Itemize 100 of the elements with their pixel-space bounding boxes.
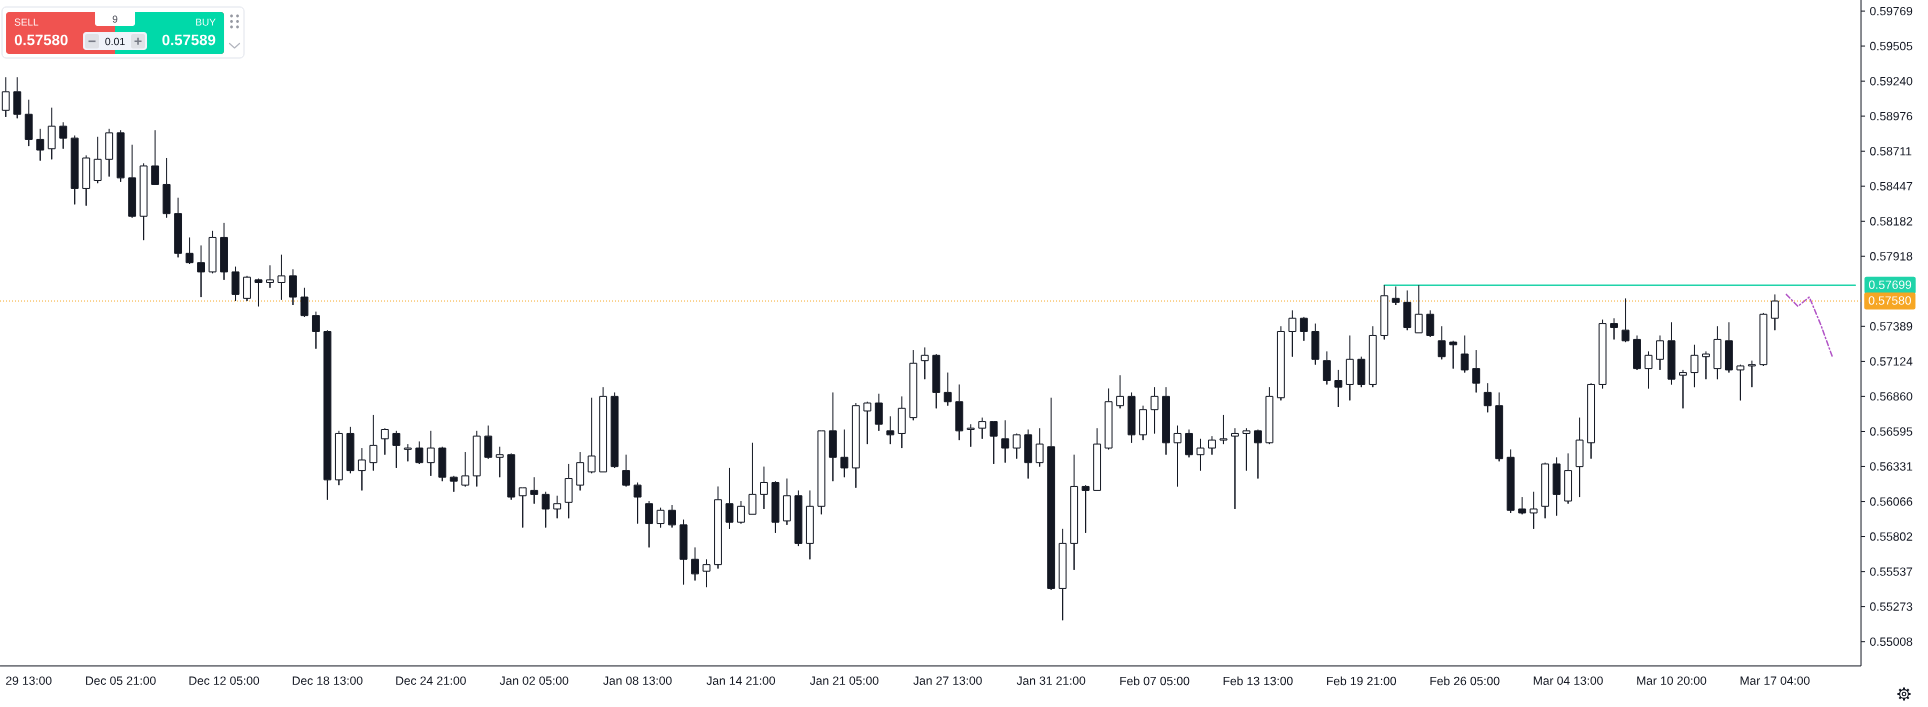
candlestick: [1024, 429, 1033, 480]
candlestick: [1104, 387, 1113, 450]
x-tick-label: Jan 31 21:00: [1016, 676, 1086, 685]
candlestick: [162, 157, 171, 219]
candlestick: [874, 393, 883, 432]
y-tick-label: 0.55537: [1870, 567, 1913, 576]
candlestick: [897, 395, 906, 449]
candlestick: [1150, 386, 1159, 434]
data-label: 0.57699: [1868, 280, 1912, 289]
annotation: 0.57580: [14, 34, 68, 46]
x-tick-label: Jan 27 13:00: [913, 676, 982, 685]
candlestick: [495, 446, 504, 478]
candlestick: [1495, 391, 1504, 462]
x-tick-label: Feb 13 13:00: [1223, 676, 1293, 686]
candlestick: [1759, 312, 1768, 367]
candlestick: [1093, 427, 1102, 491]
candlestick: [920, 346, 929, 380]
candlestick: [1690, 344, 1699, 388]
candlestick: [403, 443, 412, 462]
candlestick: [449, 475, 458, 493]
candlestick: [656, 507, 665, 529]
y-tick-label: 0.55008: [1870, 637, 1913, 646]
candlestick: [668, 504, 676, 529]
candlestick: [1426, 309, 1435, 338]
candlestick: [1231, 427, 1239, 510]
x-tick-label: Feb 19 21:00: [1327, 676, 1397, 686]
x-tick-label: Jan 02 05:00: [499, 676, 569, 685]
y-tick-label: 0.56595: [1870, 427, 1913, 436]
candlestick: [59, 121, 68, 150]
candlestick: [1242, 427, 1251, 472]
candlestick: [725, 467, 734, 530]
candlestick: [1610, 317, 1618, 340]
candlestick: [610, 391, 619, 469]
candlestick: [507, 452, 516, 501]
candlestick: [1219, 414, 1228, 445]
candlestick: [311, 311, 320, 350]
candlestick: [47, 107, 56, 160]
candlestick: [24, 99, 33, 147]
candlestick: [1633, 334, 1641, 371]
candlestick: [1552, 456, 1561, 517]
candlestick: [93, 136, 102, 184]
y-tick-label: 0.57389: [1870, 322, 1913, 331]
candlestick: [541, 491, 550, 529]
candlestick: [943, 372, 952, 407]
candlestick: [1747, 360, 1756, 388]
candlestick: [1047, 397, 1056, 591]
candlestick: [1368, 325, 1377, 388]
x-tick-label: Jan 08 13:00: [603, 676, 672, 685]
candlestick: [1173, 425, 1182, 487]
x-tick-label: Dec 12 05:00: [189, 676, 260, 685]
candlestick: [1529, 491, 1538, 530]
candlestick: [289, 268, 297, 306]
candlestick: [782, 478, 791, 526]
candlestick: [1598, 319, 1607, 389]
y-tick-label: 0.58182: [1870, 217, 1913, 226]
candlestick: [334, 430, 343, 486]
candlestick: [380, 427, 389, 456]
candlestick: [438, 446, 447, 482]
candlestick: [645, 500, 654, 548]
candlestick: [932, 353, 941, 409]
candlestick: [1276, 325, 1285, 401]
candlestick: [679, 519, 688, 585]
candlestick: [1196, 438, 1205, 472]
candlestick: [116, 129, 125, 183]
candlestick: [1506, 448, 1515, 514]
x-tick-label: 29 13:00: [6, 676, 52, 685]
candlestick: [691, 546, 699, 581]
candlestick: [1334, 369, 1343, 408]
candlestick: [1702, 350, 1710, 380]
candlestick: [174, 197, 183, 258]
candlestick: [1001, 419, 1010, 464]
candlestick: [1518, 496, 1527, 515]
candlestick: [840, 429, 849, 478]
candlestick: [151, 129, 160, 185]
candlestick: [1621, 297, 1630, 343]
candlestick: [472, 430, 481, 487]
candlestick: [1322, 350, 1331, 385]
y-tick-label: 0.55802: [1870, 532, 1913, 541]
candlestick: [208, 230, 217, 274]
candlestick: [1070, 454, 1079, 571]
candlestick: [1736, 364, 1745, 401]
x-tick-label: Feb 07 05:00: [1120, 676, 1190, 686]
candlestick: [1265, 386, 1274, 445]
candlestick: [369, 414, 378, 472]
annotation: SELL: [14, 18, 39, 26]
candlestick: [1208, 435, 1216, 456]
candlestick: [1081, 484, 1090, 534]
y-tick-label: 0.59769: [1870, 6, 1913, 16]
candlestick: [530, 476, 539, 505]
candlestick: [231, 266, 240, 302]
candlestick: [828, 391, 837, 482]
candlestick: [1299, 316, 1308, 342]
candlestick: [323, 329, 332, 501]
candlestick: [1656, 334, 1664, 371]
candlestick: [1472, 349, 1481, 393]
candlestick: [461, 451, 470, 487]
candlestick: [1437, 325, 1446, 360]
candlestick: [1541, 462, 1550, 519]
y-tick-label: 0.58976: [1870, 111, 1913, 121]
candlestick: [518, 487, 527, 529]
